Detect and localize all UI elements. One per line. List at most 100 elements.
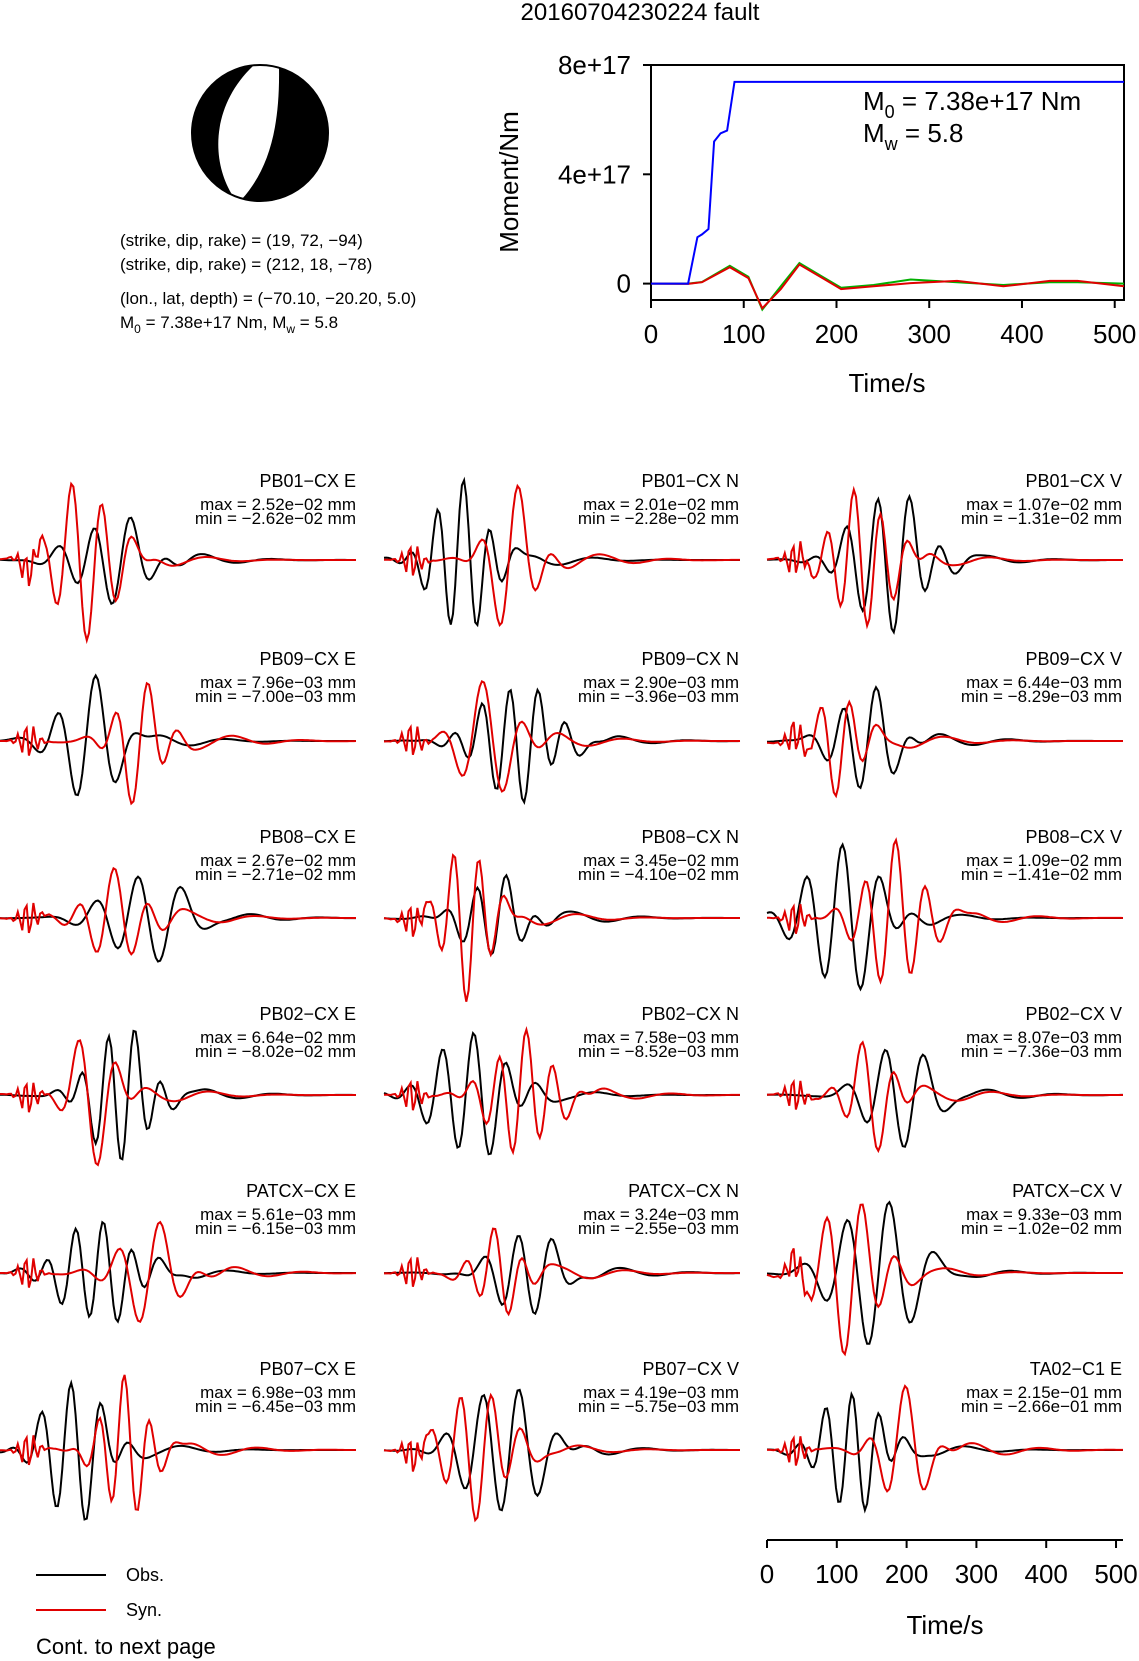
moment-ytick-label: 8e+17: [558, 50, 631, 80]
waveform-xlabel: Time/s: [906, 1610, 983, 1640]
trace-max: max = 4.19e−03 mm: [583, 1383, 739, 1402]
moment-series-group: [650, 80, 1125, 312]
waveform-time-axis: 0 100 200 300 400 500: [760, 1539, 1138, 1589]
moment-xtick-label: 400: [1000, 319, 1043, 349]
moment-rate-plot: 0 100 200 300 400 500 0 4e+17 8e+17 Moment/Nm Ti…: [494, 50, 1136, 398]
trace-min: min = −8.52e−03 mm: [578, 1042, 739, 1061]
trace-station-label: PB01−CX V: [1025, 471, 1122, 491]
trace-obs-line: [384, 687, 741, 806]
waveform-xtick-label: 100: [815, 1559, 858, 1589]
trace-station-label: PB01−CX N: [641, 471, 739, 491]
trace-station-label: PB01−CX E: [259, 471, 356, 491]
trace-station-label: PATCX−CX E: [246, 1181, 356, 1201]
trace-syn-line: [767, 837, 1124, 985]
trace-min: min = −2.62e−02 mm: [195, 509, 356, 528]
hypocenter: (lon., lat, depth) = (−70.10, −20.20, 5.…: [120, 289, 416, 308]
trace-syn-line: [0, 481, 356, 645]
trace-syn-line: [383, 679, 740, 793]
beachball-icon: [191, 64, 329, 202]
trace-station-label: PB07−CX V: [642, 1359, 739, 1379]
trace-syn-line: [0, 1374, 356, 1511]
waveform-xtick-label: 400: [1025, 1559, 1068, 1589]
trace-min: min = −1.41e−02 mm: [961, 865, 1122, 884]
moment-annotation-mw: Mw = 5.8: [863, 118, 963, 154]
nodal-plane-2: (strike, dip, rake) = (212, 18, −78): [120, 255, 372, 274]
trace-min: min = −7.36e−03 mm: [961, 1042, 1122, 1061]
moment-xtick-label: 300: [908, 319, 951, 349]
trace-min: min = −2.55e−03 mm: [578, 1219, 739, 1238]
trace-min: min = −8.29e−03 mm: [961, 687, 1122, 706]
trace-syn-line: [766, 1203, 1123, 1357]
trace-syn-line: [384, 483, 740, 628]
trace-station-label: PATCX−CX N: [628, 1181, 739, 1201]
waveform-xtick-label: 200: [885, 1559, 928, 1589]
moment-plot-frame: [650, 64, 1125, 301]
trace-syn-line: [0, 681, 357, 806]
trace-syn-line: [0, 866, 356, 956]
trace-min: min = −7.00e−03 mm: [195, 687, 356, 706]
trace-min: min = −1.31e−02 mm: [961, 509, 1122, 528]
moment-annotation-m0: M0 = 7.38e+17 Nm: [863, 86, 1081, 122]
trace-max: max = 2.90e−03 mm: [583, 673, 739, 692]
trace-max: max = 2.67e−02 mm: [200, 851, 356, 870]
trace-max: max = 3.24e−03 mm: [583, 1205, 739, 1224]
moment-xtick-label: 500: [1093, 319, 1136, 349]
figure-title: 20160704230224 fault: [521, 0, 760, 26]
trace-min: min = −2.28e−02 mm: [578, 509, 739, 528]
moment-xtick-label: 100: [722, 319, 765, 349]
trace-station-label: PB08−CX V: [1025, 827, 1122, 847]
trace-syn-line: [766, 699, 1123, 799]
waveform-xtick-label: 0: [760, 1559, 774, 1589]
trace-station-label: PB08−CX E: [259, 827, 356, 847]
trace-station-label: PB02−CX N: [641, 1004, 739, 1024]
trace-max: max = 3.45e−02 mm: [583, 851, 739, 870]
waveform-xtick-label: 300: [955, 1559, 998, 1589]
moment-ytick-label: 0: [617, 269, 631, 299]
moment-xlabel: Time/s: [848, 368, 925, 398]
trace-obs-line: [383, 873, 740, 957]
moment-series-line: [651, 80, 1124, 285]
legend-syn-label: Syn.: [126, 1600, 162, 1620]
legend-obs-label: Obs.: [126, 1565, 164, 1585]
trace-syn-line: [384, 1026, 740, 1156]
trace-max: max = 6.44e−03 mm: [966, 673, 1122, 692]
trace-max: max = 1.07e−02 mm: [966, 495, 1122, 514]
trace-min: min = −8.02e−02 mm: [195, 1042, 356, 1061]
moment-series-line: [650, 263, 1125, 310]
trace-min: min = −5.75e−03 mm: [578, 1397, 739, 1416]
trace-syn-line: [383, 1227, 740, 1317]
footer-note: Cont. to next page: [36, 1634, 216, 1659]
trace-max: max = 2.52e−02 mm: [200, 495, 356, 514]
trace-station-label: PB02−CX V: [1025, 1004, 1122, 1024]
waveform-xtick-label: 500: [1094, 1559, 1137, 1589]
trace-station-label: PATCX−CX V: [1012, 1181, 1122, 1201]
trace-min: min = −3.96e−03 mm: [578, 687, 739, 706]
trace-min: min = −6.15e−03 mm: [195, 1219, 356, 1238]
trace-obs-line: [384, 1235, 740, 1316]
trace-max: max = 6.64e−02 mm: [200, 1028, 356, 1047]
trace-syn-line: [766, 1040, 1123, 1154]
trace-max: max = 9.33e−03 mm: [966, 1205, 1122, 1224]
trace-min: min = −2.66e−01 mm: [961, 1397, 1122, 1416]
trace-station-label: PB09−CX N: [641, 649, 739, 669]
trace-max: max = 2.01e−02 mm: [583, 495, 739, 514]
trace-syn-line: [766, 485, 1123, 630]
trace-station-label: PB02−CX E: [259, 1004, 356, 1024]
trace-station-label: TA02−C1 E: [1030, 1359, 1122, 1379]
trace-max: max = 7.58e−03 mm: [583, 1028, 739, 1047]
moment-xtick-label: 200: [815, 319, 858, 349]
trace-min: min = −6.45e−03 mm: [195, 1397, 356, 1416]
